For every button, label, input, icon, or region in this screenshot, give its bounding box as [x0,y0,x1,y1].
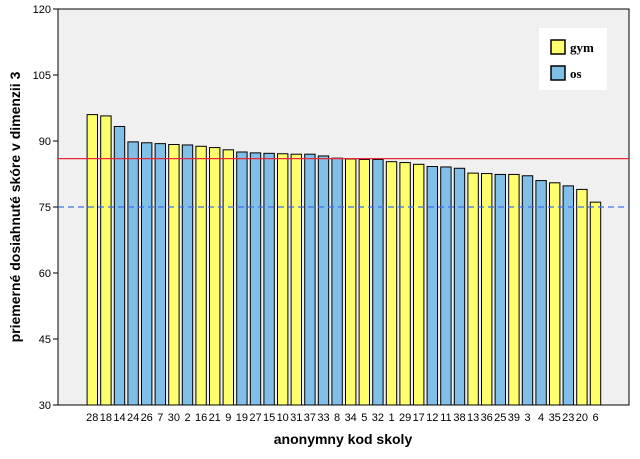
x-tick-label: 5 [361,412,367,424]
bar-os-25 [494,173,507,406]
bar-gym-13 [467,172,479,406]
x-tick-label: 28 [86,412,98,424]
x-tick-label: 29 [399,412,411,424]
x-tick-label: 6 [592,412,598,424]
x-tick-label: 34 [345,412,357,424]
bar-gym-16 [195,145,207,406]
x-tick-label: 14 [113,412,125,424]
bar-gym-39 [508,173,520,406]
bar-os-38 [453,167,466,406]
y-tick-label: 90 [39,136,51,148]
legend-swatch-os [550,65,566,81]
x-tick-label: 23 [562,412,574,424]
x-tick-label: 31 [290,412,302,424]
bar-os-37 [304,153,316,406]
bar-os-14 [113,125,126,406]
x-tick-label: 9 [225,412,231,424]
x-tick-label: 19 [236,412,248,424]
bar-gym-17 [413,163,425,406]
bar-gym-31 [290,153,303,406]
legend-swatch-gym [550,39,566,55]
bar-os-26 [141,142,153,406]
y-tick-label: 75 [39,202,51,214]
x-tick-label: 3 [524,412,530,424]
x-tick-label: 27 [249,412,261,424]
bar-gym-36 [481,173,493,406]
legend-label-gym: gym [570,40,594,55]
bar-os-4 [535,180,547,406]
x-tick-label: 11 [440,412,451,424]
y-tick-label: 105 [33,70,51,82]
legend: gym os [539,28,607,90]
bar-gym-21 [209,147,221,406]
x-tick-label: 35 [549,412,561,424]
bar-gym-6 [589,201,602,406]
bar-os-27 [249,152,262,406]
bar-gym-30 [168,144,180,406]
y-axis-title: priemerné dosiahnuté skóre v dimenzii 3 [7,71,23,342]
x-tick-label: 38 [453,412,465,424]
x-tick-label: 26 [141,412,153,424]
bar-os-12 [426,166,439,406]
y-tick-label: 30 [39,400,51,412]
bar-os-33 [317,155,330,406]
bar-gym-34 [345,158,357,406]
bar-os-19 [236,151,248,406]
x-tick-label: 36 [481,412,493,424]
x-tick-label: 8 [334,412,340,424]
bar-gym-9 [222,149,235,406]
x-tick-label: 10 [277,412,289,424]
x-tick-label: 4 [538,412,544,424]
x-tick-label: 18 [100,412,112,424]
bar-gym-20 [576,188,588,406]
bar-os-15 [263,152,275,406]
bar-os-3 [521,175,534,406]
bar-os-24 [127,141,139,406]
x-tick-label: 2 [184,412,190,424]
bar-gym-29 [399,162,411,406]
bar-gym-28 [86,114,98,406]
x-axis: 28 18 14 24 26 7 30 2 16 21 9 19 27 15 10 31 37 33 8 34 5 32 1… [86,412,598,424]
x-tick-label: 39 [508,412,520,424]
bar-os-2 [181,144,194,406]
x-tick-label: 24 [127,412,139,424]
x-tick-label: 33 [317,412,329,424]
bar-os-8 [331,157,343,406]
x-tick-label: 17 [413,412,425,424]
y-axis: 30 45 60 75 90 105 120 [33,4,58,412]
y-tick-label: 60 [39,268,51,280]
bar-gym-1 [385,161,398,406]
legend-label-os: os [570,66,582,81]
bar-os-23 [562,185,574,406]
y-tick-label: 120 [33,4,51,16]
x-tick-label: 30 [168,412,180,424]
bar-os-32 [372,158,384,406]
x-tick-label: 32 [372,412,384,424]
x-tick-label: 25 [494,412,506,424]
x-tick-label: 12 [426,412,438,424]
bar-os-7 [154,143,167,406]
x-tick-label: 21 [209,412,221,424]
x-axis-title: anonymny kod skoly [274,431,413,447]
bar-os-11 [440,166,452,406]
x-tick-label: 1 [388,412,394,424]
x-tick-label: 37 [304,412,316,424]
y-tick-label: 45 [39,334,51,346]
x-tick-label: 15 [263,412,275,424]
bar-gym-18 [100,115,112,406]
bar-gym-5 [358,158,371,406]
bars [86,114,602,406]
x-tick-label: 7 [157,412,163,424]
x-tick-label: 13 [467,412,479,424]
x-tick-label: 20 [576,412,588,424]
x-tick-label: 16 [195,412,207,424]
bar-gym-10 [277,153,289,406]
bar-gym-35 [549,182,561,406]
reference-lines [58,158,629,208]
